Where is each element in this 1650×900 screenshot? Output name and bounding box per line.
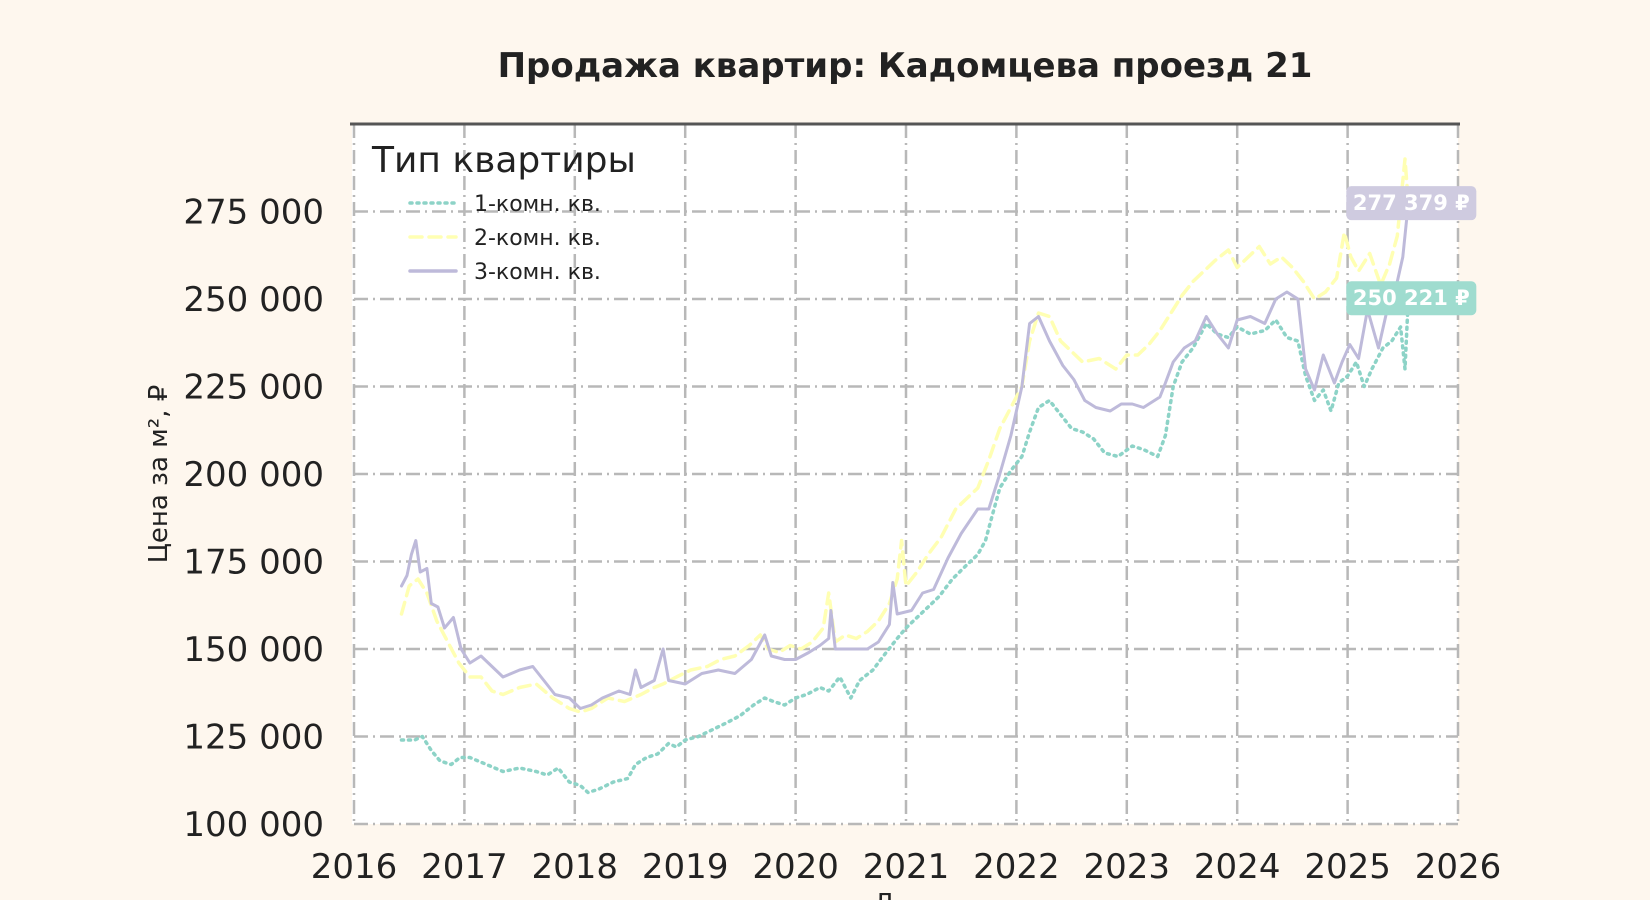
x-tick-label-3: 2019	[642, 847, 729, 887]
x-tick-labels: 2016 2017 2018 2019 2020 2021 2022 2023 2024 2025…	[311, 847, 1502, 887]
grid	[352, 124, 1460, 826]
x-tick-label-10: 2026	[1415, 847, 1502, 887]
legend-items: 1-комн. кв. 2-комн. кв. 3-комн. кв.	[408, 192, 601, 285]
series-line-3	[400, 201, 1410, 710]
y-tick-label-2: 150 000	[183, 630, 324, 670]
annotation-box-2	[1346, 281, 1477, 316]
legend-title: Тип квартиры	[371, 140, 636, 181]
x-tick-label-7: 2023	[1084, 847, 1171, 887]
x-tick-label-4: 2020	[752, 847, 839, 887]
y-tick-label-5: 225 000	[183, 368, 324, 408]
series-line-2	[399, 157, 1411, 714]
annotation-label-1: 277 379 ₽	[1353, 191, 1470, 215]
y-tick-label-3: 175 000	[183, 543, 324, 583]
series-layer	[399, 157, 1411, 795]
legend: Тип квартиры 1-комн. кв. 2-комн. кв. 3-ком…	[371, 140, 636, 285]
annotations: 277 379 ₽ 250 221 ₽	[1346, 186, 1477, 316]
y-tick-label-6: 250 000	[183, 280, 324, 320]
annotation-label-2: 250 221 ₽	[1353, 286, 1470, 310]
x-tick-label-9: 2025	[1304, 847, 1391, 887]
y-tick-label-4: 200 000	[183, 455, 324, 495]
x-tick-label-0: 2016	[311, 847, 398, 887]
x-tick-label-5: 2021	[863, 847, 950, 887]
chart-title: Продажа квартир: Кадомцева проезд 21	[498, 46, 1313, 86]
legend-label-3: 3-комн. кв.	[474, 260, 601, 285]
y-tick-label-0: 100 000	[183, 805, 324, 845]
x-tick-label-8: 2024	[1194, 847, 1281, 887]
legend-label-1: 1-комн. кв.	[474, 192, 601, 217]
y-tick-label-1: 125 000	[183, 718, 324, 758]
x-tick-label-1: 2017	[421, 847, 508, 887]
y-tick-labels: 100 000 125 000 150 000 175 000 200 000 225 0…	[183, 193, 324, 846]
series-line-1	[399, 296, 1411, 795]
y-axis-label: Цена за м², ₽	[144, 385, 174, 564]
x-tick-label-2: 2018	[532, 847, 619, 887]
y-tick-label-7: 275 000	[183, 193, 324, 233]
legend-label-2: 2-комн. кв.	[474, 226, 601, 251]
annotation-box-1	[1346, 186, 1477, 221]
x-axis-label: Д	[874, 889, 894, 900]
x-tick-label-6: 2022	[973, 847, 1060, 887]
